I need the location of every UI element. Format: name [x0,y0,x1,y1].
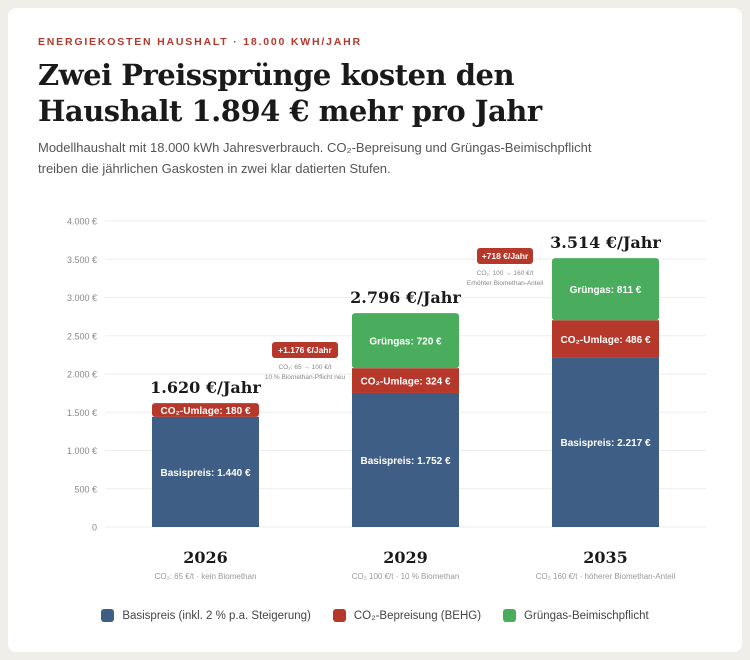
bar-segment-basis [152,416,259,527]
legend-item-co2: CO₂-Bepreisung (BEHG) [332,609,482,622]
total-label: 3.514 €/Jahr [550,233,661,252]
x-tick-label: 2035 [583,548,628,567]
total-label: 1.620 €/Jahr [150,378,261,397]
legend-label: Grüngas-Beimischpflicht [524,609,649,622]
delta-note: CO₂: 100 → 160 €/t [477,270,534,277]
chart-title: Zwei Preissprünge kosten den Haushalt 1.… [38,58,542,128]
y-tick-label: 1.500 € [67,408,97,418]
legend-swatch [101,609,115,622]
legend-swatch [503,609,517,622]
bar-label: CO₂-Umlage: 486 € [560,335,650,346]
bar-segment-basis [552,357,659,527]
chart-plot: 0 500 € 1.000 € 1.500 € 2.000 € 2.500 € 3.000 … [67,217,706,581]
chart-subtitle: Modellhaushalt mit 18.000 kWh Jahresverb… [38,140,592,176]
legend-item-basis: Basispreis (inkl. 2 % p.a. Steigerung) [101,609,311,622]
bar-segment-co2 [352,368,459,393]
legend-item-gruen: Grüngas-Beimischpflicht [503,609,649,622]
bar-label: Grüngas: 811 € [570,285,642,296]
legend: Basispreis (inkl. 2 % p.a. Steigerung) CO… [0,609,750,622]
y-tick-label: 2.500 € [67,331,97,341]
delta-note: 10 % Biomethan-Pflicht neu [265,374,346,381]
y-tick-label: 4.000 € [67,217,97,227]
bar-label: Grüngas: 720 € [369,337,442,348]
category-note: CO₂: 65 €/t · kein Biomethan [155,572,257,581]
bar-label: Basispreis: 2.217 € [560,438,650,449]
legend-swatch [332,609,346,622]
delta-badge-text: +718 €/Jahr [482,251,529,261]
total-label: 2.796 €/Jahr [350,288,461,307]
legend-label: CO₂-Bepreisung (BEHG) [353,609,482,622]
y-tick-label: 3.500 € [67,255,97,265]
y-tick-label: 0 [92,523,97,533]
delta-badge [477,248,533,264]
y-tick-label: 3.000 € [67,293,97,303]
bar-segment-gruen [552,258,659,321]
x-tick-label: 2026 [183,548,228,567]
bar-label: Basispreis: 1.440 € [160,468,250,479]
bar-segment-co2 [152,403,259,417]
bar-segment-gruen [352,313,459,369]
bar-label: CO₂-Umlage: 180 € [160,406,250,417]
delta-badge-text: +1.176 €/Jahr [278,345,332,355]
kicker: ENERGIEKOSTEN HAUSHALT · 18.000 KWH/JAHR [38,36,362,48]
delta-badge [272,342,338,358]
bar-segment-basis [352,392,459,527]
bar-segment-co2 [552,320,659,358]
bar-label: CO₂-Umlage: 324 € [360,377,450,388]
y-tick-label: 1.000 € [67,446,97,456]
delta-note: CO₂: 65 → 100 €/t [278,364,331,371]
x-tick-label: 2029 [383,548,428,567]
legend-label: Basispreis (inkl. 2 % p.a. Steigerung) [122,609,311,622]
category-note: CO₂ 100 €/t · 10 % Biomethan [352,572,460,581]
y-tick-label: 2.000 € [67,370,97,380]
category-note: CO₂ 160 €/t · höherer Biomethan-Anteil [536,572,676,581]
bar-label: Basispreis: 1.752 € [360,456,450,467]
y-tick-label: 500 € [74,484,97,494]
delta-note: Erhöhter Biomethan-Anteil [467,280,544,287]
